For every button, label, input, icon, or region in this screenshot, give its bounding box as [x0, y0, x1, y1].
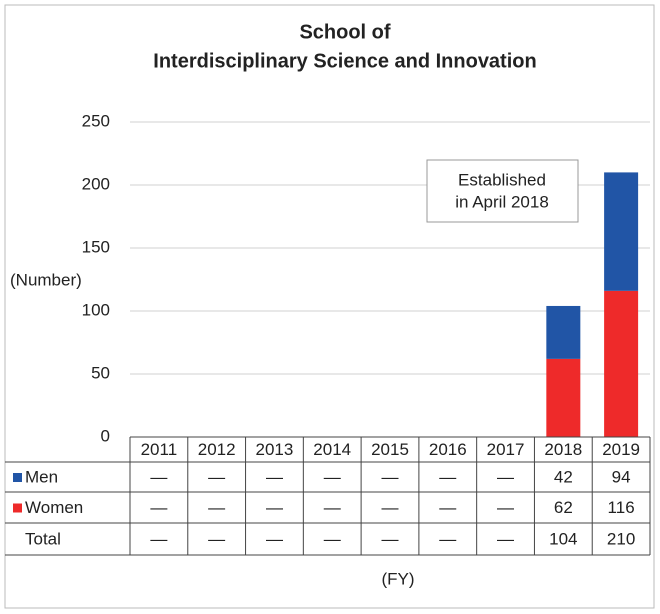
x-tick-label: 2016	[429, 440, 467, 459]
x-tick-label: 2015	[371, 440, 409, 459]
x-tick-label: 2011	[141, 440, 178, 459]
y-tick-label: 100	[82, 300, 110, 319]
annotation-box	[426, 159, 579, 223]
table-cell: —	[208, 529, 225, 548]
x-axis-label: (FY)	[381, 569, 414, 588]
table-cell: —	[382, 529, 399, 548]
y-tick-label: 150	[82, 237, 110, 256]
table-cell: —	[497, 498, 514, 517]
chart-title: School of	[299, 21, 390, 43]
table-row-label: Total	[25, 529, 61, 548]
table-cell: —	[439, 529, 456, 548]
table-cell: 42	[554, 467, 573, 486]
table-cell: —	[324, 529, 341, 548]
chart-border	[4, 4, 655, 609]
bar-segment	[604, 172, 639, 291]
chart-title: Interdisciplinary Science and Innovation	[153, 50, 536, 72]
x-tick-label: 2012	[198, 440, 236, 459]
annotation: in April 2018	[455, 192, 549, 211]
table-cell: —	[208, 498, 225, 517]
table-cell: 62	[554, 498, 573, 517]
table-cell: —	[266, 467, 283, 486]
x-tick-label: 2013	[256, 440, 294, 459]
x-tick-label: 2017	[487, 440, 525, 459]
table-cell: —	[208, 467, 225, 486]
table-cell: —	[382, 498, 399, 517]
legend-marker	[13, 503, 22, 513]
table-cell: —	[324, 498, 341, 517]
y-axis-label: (Number)	[10, 270, 82, 289]
legend-label: Women	[25, 498, 83, 517]
table-cell: —	[266, 529, 283, 548]
table-cell: —	[150, 529, 167, 548]
y-tick-label: 50	[91, 363, 110, 382]
table-cell: —	[497, 467, 514, 486]
bar-segment	[604, 290, 639, 437]
table-cell: 116	[608, 498, 635, 517]
x-tick-label: 2018	[544, 440, 582, 459]
y-tick-label: 0	[101, 426, 110, 445]
x-tick-label: 2014	[313, 440, 351, 459]
x-tick-label: 2019	[602, 440, 640, 459]
table-cell: —	[439, 498, 456, 517]
bar-segment	[546, 358, 581, 437]
table-cell: —	[439, 467, 456, 486]
annotation: Established	[458, 170, 546, 189]
table-cell: —	[150, 467, 167, 486]
table-cell: —	[150, 498, 167, 517]
table-cell: 94	[612, 467, 631, 486]
table-cell: —	[382, 467, 399, 486]
table-cell: 210	[607, 529, 635, 548]
bar-segment	[546, 305, 581, 359]
legend-marker	[13, 473, 22, 482]
table-cell: 104	[549, 529, 577, 548]
table-cell: —	[266, 498, 283, 517]
legend-label: Men	[25, 467, 58, 486]
y-tick-label: 200	[82, 174, 110, 193]
table-cell: —	[497, 529, 514, 548]
y-tick-label: 250	[82, 111, 110, 130]
table-cell: —	[324, 467, 341, 486]
